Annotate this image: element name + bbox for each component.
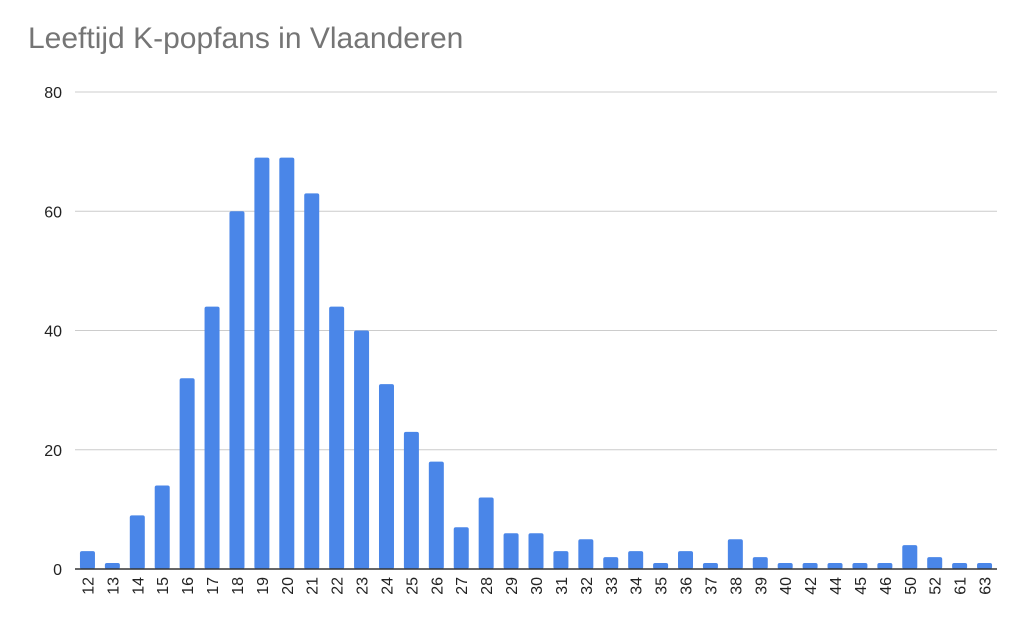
bar xyxy=(852,563,868,569)
x-tick-label: 31 xyxy=(554,577,571,595)
x-tick-label: 13 xyxy=(105,577,122,595)
bar xyxy=(752,557,768,569)
bar xyxy=(403,431,419,569)
bar xyxy=(453,527,469,569)
bar xyxy=(802,563,818,569)
x-tick-label: 15 xyxy=(155,577,172,595)
bar xyxy=(603,557,619,569)
x-tick-label: 40 xyxy=(778,577,795,595)
bar xyxy=(578,539,594,569)
bar xyxy=(827,563,843,569)
bar xyxy=(702,563,718,569)
x-tick-label: 22 xyxy=(330,577,347,595)
x-tick-label: 61 xyxy=(953,577,970,595)
bar xyxy=(902,545,918,569)
x-tick-label: 12 xyxy=(80,577,97,595)
bar xyxy=(628,551,644,569)
x-tick-label: 17 xyxy=(205,577,222,595)
x-tick-label: 23 xyxy=(355,577,372,595)
x-tick-label: 25 xyxy=(404,577,421,595)
bar xyxy=(528,533,544,569)
bar xyxy=(952,563,968,569)
chart-title: Leeftijd K-popfans in Vlaanderen xyxy=(28,22,464,55)
bar xyxy=(503,533,519,569)
bar xyxy=(653,563,669,569)
bar xyxy=(204,306,220,569)
y-tick-label: 60 xyxy=(44,204,62,221)
bar xyxy=(79,551,95,569)
x-tick-label: 45 xyxy=(853,577,870,595)
bar xyxy=(104,563,120,569)
x-tick-label: 44 xyxy=(828,577,845,595)
bar xyxy=(179,378,195,569)
x-tick-label: 28 xyxy=(479,577,496,595)
y-tick-label: 40 xyxy=(44,324,62,341)
x-tick-label: 46 xyxy=(878,577,895,595)
x-tick-label: 19 xyxy=(255,577,272,595)
x-tick-label: 35 xyxy=(654,577,671,595)
x-tick-label: 52 xyxy=(928,577,945,595)
x-tick-label: 24 xyxy=(379,577,396,595)
y-tick-label: 80 xyxy=(44,85,62,102)
bar xyxy=(553,551,569,569)
bar xyxy=(727,539,743,569)
y-tick-label: 20 xyxy=(44,443,62,460)
bar xyxy=(254,157,270,569)
x-tick-label: 26 xyxy=(429,577,446,595)
x-tick-label: 30 xyxy=(529,577,546,595)
x-tick-label: 29 xyxy=(504,577,521,595)
bar xyxy=(129,515,145,569)
x-tick-label: 14 xyxy=(130,577,147,595)
x-tick-label: 39 xyxy=(753,577,770,595)
bar xyxy=(678,551,694,569)
x-tick-label: 63 xyxy=(978,577,995,595)
bar xyxy=(279,157,295,569)
bar xyxy=(428,461,444,569)
x-tick-label: 42 xyxy=(803,577,820,595)
x-tick-label: 20 xyxy=(280,577,297,595)
x-tick-label: 38 xyxy=(728,577,745,595)
bar xyxy=(154,485,170,569)
x-tick-label: 21 xyxy=(305,577,322,595)
x-tick-label: 33 xyxy=(604,577,621,595)
x-tick-label: 50 xyxy=(903,577,920,595)
x-tick-label: 36 xyxy=(679,577,696,595)
x-tick-label: 34 xyxy=(629,577,646,595)
bar xyxy=(329,306,345,569)
bar xyxy=(304,193,320,570)
bar xyxy=(777,563,793,569)
y-tick-label: 0 xyxy=(53,562,62,579)
bar xyxy=(977,563,993,569)
x-tick-label: 32 xyxy=(579,577,596,595)
bar xyxy=(229,211,245,569)
bar xyxy=(927,557,943,569)
bar xyxy=(354,330,370,569)
x-tick-label: 37 xyxy=(703,577,720,595)
x-tick-label: 27 xyxy=(454,577,471,595)
x-tick-label: 18 xyxy=(230,577,247,595)
x-tick-label: 16 xyxy=(180,577,197,595)
bar xyxy=(877,563,893,569)
bar xyxy=(478,497,494,569)
bar xyxy=(378,384,394,569)
